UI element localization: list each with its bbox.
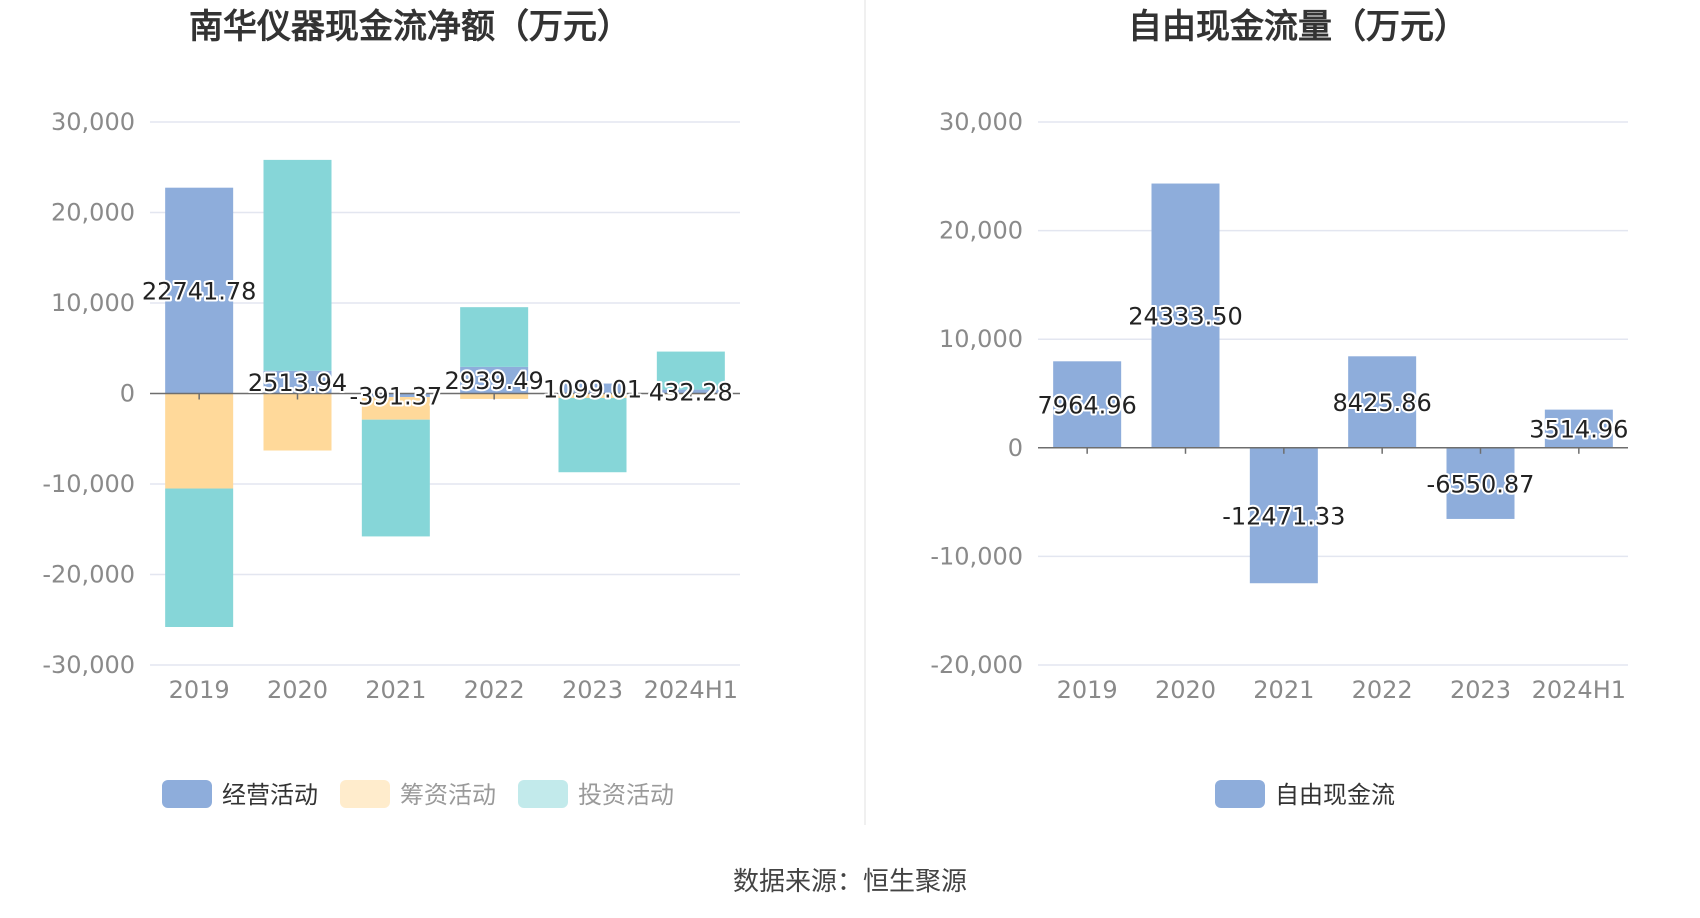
bar-投资活动-2021[interactable] — [361, 419, 430, 537]
legend-swatch[interactable] — [340, 780, 390, 808]
free-cash-flow-chart: 自由现金流量（万元） 30,000 20,000 10,000 0 -10,000 -20… — [930, 7, 1631, 809]
legend-swatch[interactable] — [518, 780, 568, 808]
data-label: 2513.94 — [248, 369, 347, 397]
data-label: -6550.87 — [1427, 470, 1535, 498]
bar-投资活动-2022[interactable] — [460, 307, 529, 367]
x-tick-label: 2023 — [1450, 676, 1511, 704]
data-label: 432.28 — [649, 379, 733, 407]
bar-经营活动-2024H1[interactable] — [656, 389, 725, 394]
x-tick-label: 2021 — [365, 676, 426, 704]
bar-经营活动-2022[interactable] — [460, 366, 529, 394]
y-tick-label: -10,000 — [930, 542, 1023, 570]
x-tick-label: 2019 — [1057, 676, 1118, 704]
y-tick-label: 10,000 — [939, 325, 1023, 353]
bar-经营活动-2023[interactable] — [558, 383, 627, 394]
data-label: 24333.50 — [1128, 303, 1243, 331]
x-tick-label: 2020 — [267, 676, 328, 704]
zero-axis — [1038, 447, 1628, 454]
chart-title: 自由现金流量（万元） — [1128, 7, 1468, 47]
y-axis-ticks: 30,000 20,000 10,000 0 -10,000 -20,000 — [930, 108, 1023, 679]
zero-axis — [150, 392, 740, 400]
gridlines — [1038, 121, 1628, 666]
x-tick-label: 2022 — [464, 676, 525, 704]
legend-label[interactable]: 筹资活动 — [400, 781, 496, 809]
x-tick-label: 2021 — [1253, 676, 1314, 704]
y-tick-label: 0 — [1008, 434, 1023, 462]
bar-自由现金流-2019[interactable] — [1053, 361, 1122, 448]
legend: 经营活动 筹资活动 投资活动 — [162, 780, 674, 809]
y-tick-label: -20,000 — [42, 561, 135, 589]
data-label: 2939.49 — [445, 367, 544, 395]
bar-自由现金流-2023[interactable] — [1446, 447, 1515, 519]
legend: 自由现金流 — [1215, 780, 1395, 809]
gridlines — [150, 121, 740, 666]
legend-label[interactable]: 经营活动 — [222, 781, 318, 809]
bar-经营活动-2020[interactable] — [263, 370, 332, 394]
net-cash-flow-chart: 南华仪器现金流净额（万元） 30,000 20,000 10,000 0 -10,000… — [42, 7, 740, 809]
y-tick-label: -20,000 — [930, 651, 1023, 679]
bar-投资活动-2020[interactable] — [263, 159, 332, 371]
x-tick-label: 2022 — [1352, 676, 1413, 704]
bars — [1053, 183, 1613, 584]
data-labels: 7964.96 24333.50 -12471.33 8425.86 -6550.87 3… — [1036, 301, 1631, 533]
y-tick-label: 20,000 — [939, 217, 1023, 245]
bar-经营活动-2019[interactable] — [165, 187, 234, 394]
chart-title: 南华仪器现金流净额（万元） — [189, 7, 631, 47]
bars — [165, 159, 725, 627]
x-tick-label: 2024H1 — [1532, 676, 1626, 704]
x-tick-label: 2019 — [169, 676, 230, 704]
y-tick-label: 10,000 — [51, 289, 135, 317]
bar-投资活动-2023[interactable] — [558, 398, 627, 473]
x-tick-label: 2024H1 — [644, 676, 738, 704]
legend-label[interactable]: 自由现金流 — [1275, 781, 1395, 809]
data-label: 3514.96 — [1529, 416, 1628, 444]
bar-筹资活动-2021[interactable] — [361, 397, 430, 420]
y-axis-ticks: 30,000 20,000 10,000 0 -10,000 -20,000 -30,000 — [42, 108, 135, 679]
legend-label[interactable]: 投资活动 — [578, 781, 674, 809]
x-axis-ticks: 2019 2020 2021 2022 2023 2024H1 — [169, 676, 738, 704]
x-tick-label: 2020 — [1155, 676, 1216, 704]
legend-swatch[interactable] — [162, 780, 212, 808]
x-tick-label: 2023 — [562, 676, 623, 704]
y-tick-label: 30,000 — [939, 108, 1023, 136]
y-tick-label: 20,000 — [51, 199, 135, 227]
bar-自由现金流-2024H1[interactable] — [1544, 409, 1613, 448]
data-label: -12471.33 — [1222, 503, 1345, 531]
legend-swatch[interactable] — [1215, 780, 1265, 808]
bar-自由现金流-2021[interactable] — [1249, 447, 1318, 584]
data-label: 8425.86 — [1333, 389, 1432, 417]
y-tick-label: -10,000 — [42, 470, 135, 498]
bar-筹资活动-2019[interactable] — [165, 393, 234, 489]
source-note: 数据来源：恒生聚源 — [733, 867, 967, 897]
data-label: 1099.01 — [543, 376, 642, 404]
y-tick-label: 0 — [120, 380, 135, 408]
bar-自由现金流-2020[interactable] — [1151, 183, 1220, 448]
y-tick-label: -30,000 — [42, 651, 135, 679]
x-axis-ticks: 2019 2020 2021 2022 2023 2024H1 — [1057, 676, 1626, 704]
bar-自由现金流-2022[interactable] — [1348, 356, 1417, 448]
bar-投资活动-2019[interactable] — [165, 488, 234, 627]
data-label: -391.37 — [350, 382, 443, 410]
y-tick-label: 30,000 — [51, 108, 135, 136]
bar-投资活动-2024H1[interactable] — [656, 351, 725, 390]
data-label: 22741.78 — [142, 278, 257, 306]
bar-筹资活动-2020[interactable] — [263, 393, 332, 451]
data-label: 7964.96 — [1038, 392, 1137, 420]
